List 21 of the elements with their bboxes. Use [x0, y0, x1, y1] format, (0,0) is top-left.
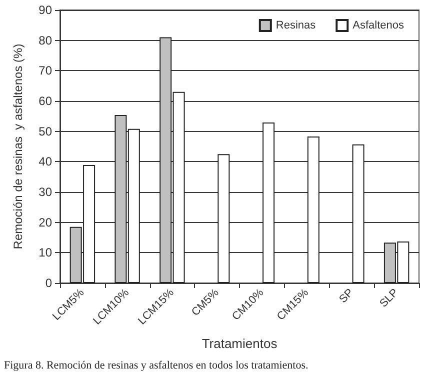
y-tick-label: 10	[38, 246, 52, 260]
bar	[262, 122, 275, 283]
y-axis-title: Remoción de resinas y asfaltenos (%)	[11, 44, 25, 250]
y-tick-label: 40	[38, 154, 52, 169]
x-axis-title: Tratamientos	[202, 336, 278, 351]
legend-label: Resinas	[276, 20, 316, 32]
y-tick-label: 20	[38, 215, 52, 230]
y-tick-label: 80	[38, 33, 52, 48]
y-tick-label: 0	[45, 276, 52, 290]
bar	[218, 154, 230, 283]
x-tick-label: SLP	[378, 286, 401, 310]
y-tick-label: 90	[38, 3, 52, 17]
text: Figura 8. Remoción de resinas y asfaltenos en todos los tratamientos.	[4, 360, 309, 372]
y-tick-label: 60	[38, 94, 52, 108]
x-tick-label: SP	[337, 286, 356, 306]
bar	[307, 136, 320, 283]
legend-label: Asfaltenos	[352, 20, 404, 32]
y-tick-label: 70	[38, 64, 52, 78]
y-tick-label: 50	[38, 124, 52, 138]
y-tick-label: 30	[38, 185, 52, 199]
bar	[352, 144, 364, 283]
